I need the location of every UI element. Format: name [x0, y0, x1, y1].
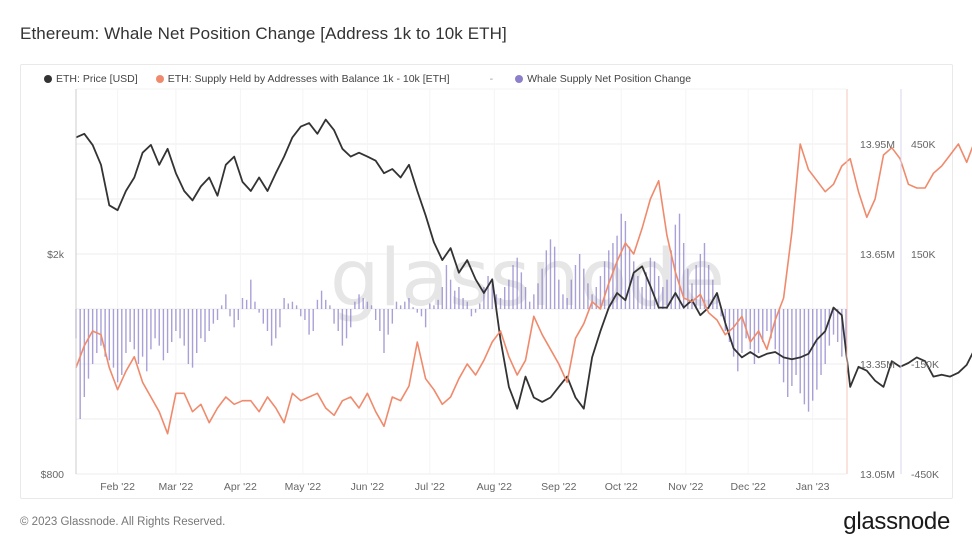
x-tick-label: Apr '22 [224, 481, 257, 493]
legend-label-whale: Whale Supply Net Position Change [527, 73, 692, 85]
supply-line [75, 143, 972, 435]
supply-tick-label: 13.35M [860, 359, 895, 371]
legend-label-supply: ETH: Supply Held by Addresses with Balan… [167, 73, 450, 85]
legend-item-price[interactable]: ETH: Price [USD] [44, 73, 138, 85]
legend-dot-supply-icon [155, 75, 164, 83]
chart-frame [20, 64, 953, 499]
legend-item-supply[interactable]: ETH: Supply Held by Addresses with Balan… [155, 73, 450, 85]
supply-tick-label: 13.05M [860, 469, 895, 481]
x-tick-label: Mar '22 [159, 481, 194, 493]
x-tick-label: Jan '23 [796, 481, 830, 493]
x-tick-label: Nov '22 [668, 481, 703, 493]
supply-tick-label: 13.65M [860, 249, 895, 261]
x-tick-label: Sep '22 [541, 481, 576, 493]
x-tick-label: Oct '22 [605, 481, 638, 493]
price-tick-label: $2k [47, 249, 65, 261]
legend-item-whale[interactable]: Whale Supply Net Position Change [515, 73, 691, 85]
legend-dot-whale-icon [515, 75, 524, 83]
price-tick-label: $800 [41, 469, 65, 481]
whale-tick-label: 450K [911, 139, 936, 151]
copyright: © 2023 Glassnode. All Rights Reserved. [20, 516, 226, 528]
legend-label-price: ETH: Price [USD] [56, 73, 138, 85]
whale-tick-label: -450K [911, 469, 939, 481]
series-lines [75, 118, 972, 435]
price-line [75, 118, 972, 410]
whale-tick-label: 150K [911, 249, 936, 261]
whale-tick-label: -150K [911, 359, 939, 371]
x-tick-label: Jun '22 [351, 481, 385, 493]
supply-tick-label: 13.95M [860, 139, 895, 151]
legend-dot-price-icon [44, 75, 52, 83]
brand-logo: glassnode [843, 508, 950, 535]
x-tick-label: May '22 [285, 481, 322, 493]
whale-bars [75, 213, 847, 419]
watermark: glassnode [330, 234, 725, 324]
chart-title: Ethereum: Whale Net Position Change [Add… [20, 24, 507, 43]
legend-separator: - [489, 73, 494, 85]
x-tick-label: Feb '22 [100, 481, 135, 493]
x-tick-label: Aug '22 [477, 481, 512, 493]
x-tick-label: Dec '22 [731, 481, 766, 493]
legend: ETH: Price [USD] ETH: Supply Held by Add… [44, 73, 709, 85]
axes: Feb '22 Mar '22 Apr '22 May '22 Jun '22 Jul '… [41, 89, 939, 493]
x-tick-label: Jul '22 [415, 481, 445, 493]
